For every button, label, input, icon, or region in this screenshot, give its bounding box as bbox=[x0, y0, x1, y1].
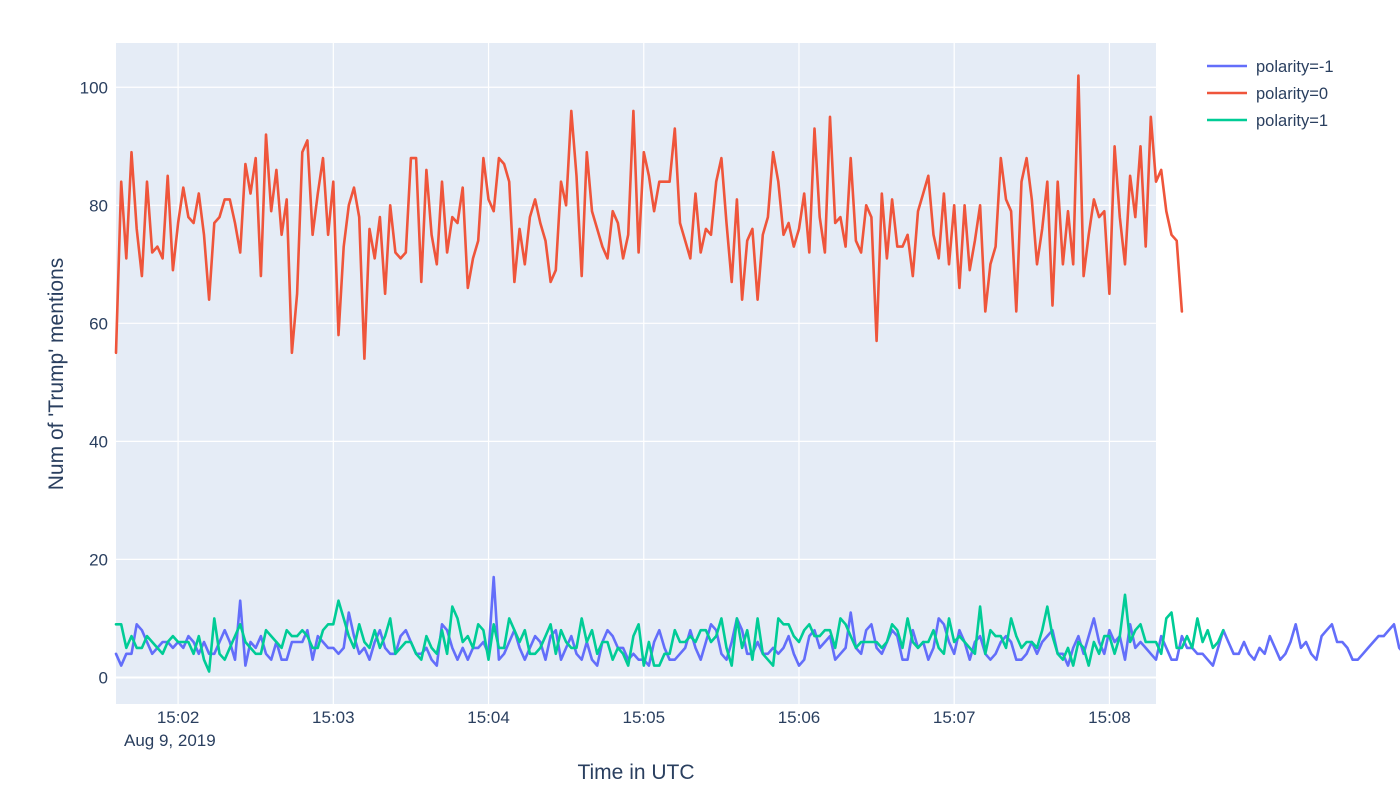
y-tick-label: 100 bbox=[80, 78, 108, 97]
y-tick-label: 0 bbox=[99, 668, 108, 687]
x-axis-ticks: 15:02 15:03 15:04 15:05 15:06 15:07 15:08 bbox=[157, 708, 1131, 727]
legend: polarity=-1 polarity=0 polarity=1 bbox=[1207, 58, 1334, 130]
x-tick-label: 15:07 bbox=[933, 708, 976, 727]
x-tick-label: 15:04 bbox=[467, 708, 510, 727]
series-line-0 bbox=[114, 575, 1400, 667]
y-axis-ticks: 0 20 40 60 80 100 bbox=[80, 78, 108, 687]
legend-label: polarity=0 bbox=[1256, 85, 1328, 103]
plot-area bbox=[116, 43, 1156, 704]
legend-label: polarity=-1 bbox=[1256, 58, 1334, 76]
series-line-2 bbox=[114, 593, 1225, 673]
legend-label: polarity=1 bbox=[1256, 112, 1328, 130]
x-tick-label: 15:06 bbox=[778, 708, 821, 727]
y-tick-label: 80 bbox=[89, 196, 108, 215]
y-tick-label: 40 bbox=[89, 432, 108, 451]
x-tick-label: 15:08 bbox=[1088, 708, 1131, 727]
x-tick-label: 15:03 bbox=[312, 708, 355, 727]
y-tick-label: 60 bbox=[89, 314, 108, 333]
series-lines bbox=[114, 74, 1400, 673]
x-tick-label: 15:02 bbox=[157, 708, 200, 727]
y-tick-label: 20 bbox=[89, 550, 108, 569]
x-tick-label: 15:05 bbox=[622, 708, 665, 727]
y-axis-title: Num of 'Trump' mentions bbox=[45, 258, 68, 490]
x-axis-date-label: Aug 9, 2019 bbox=[124, 731, 216, 750]
series-line-1 bbox=[114, 74, 1184, 361]
x-axis-title: Time in UTC bbox=[577, 761, 694, 784]
